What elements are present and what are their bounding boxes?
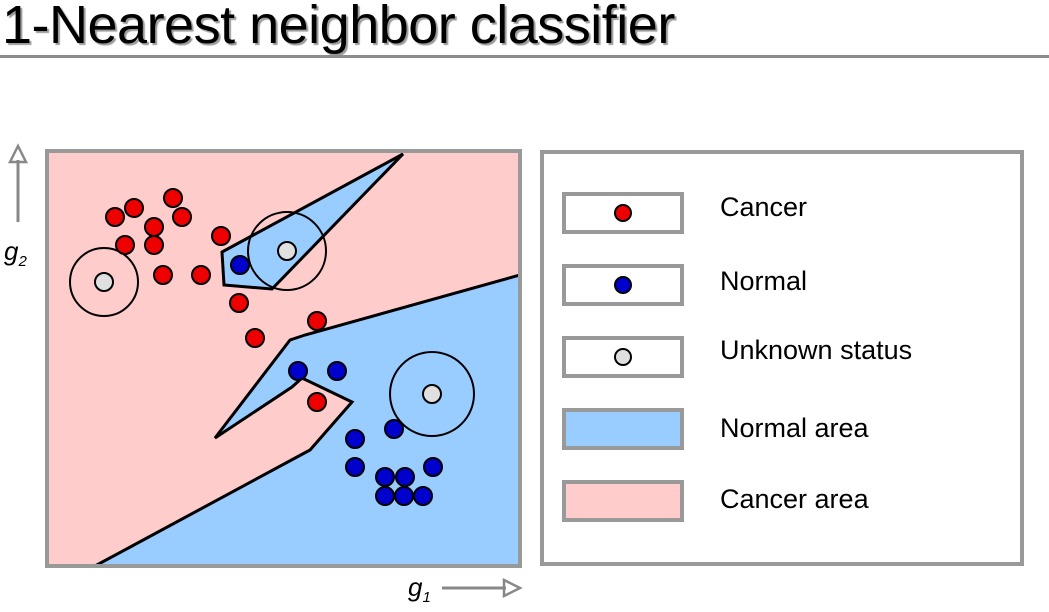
- normal-point: [327, 361, 347, 381]
- legend-key-cancer-area: [562, 480, 684, 522]
- legend-key-normal-area: [562, 408, 684, 450]
- x-axis-arrow: [442, 577, 523, 599]
- normal-points: [230, 255, 443, 506]
- cancer-point: [144, 235, 164, 255]
- cancer-point: [144, 217, 164, 237]
- legend: Cancer Normal Unknown status Normal area…: [540, 150, 1024, 566]
- unknown-dot-icon: [614, 348, 632, 366]
- cancer-point: [172, 207, 192, 227]
- legend-label-normal: Normal: [720, 266, 808, 296]
- normal-point: [230, 255, 250, 275]
- legend-key-cancer: [562, 192, 684, 234]
- legend-label-cancer: Cancer: [720, 192, 808, 222]
- cancer-dot-icon: [614, 204, 632, 222]
- neighborhood-circle: [389, 351, 475, 437]
- normal-point: [413, 486, 433, 506]
- legend-label-unknown: Unknown status: [720, 335, 913, 365]
- cancer-point: [153, 265, 173, 285]
- x-axis-label: g1: [408, 572, 431, 607]
- unknown-point: [94, 272, 114, 292]
- normal-point: [384, 419, 404, 439]
- neighborhood-circle: [69, 247, 139, 317]
- legend-label-cancer-area: Cancer area: [720, 484, 869, 514]
- y-axis-label: g2: [4, 236, 27, 271]
- neighborhood-circles: [69, 211, 475, 437]
- cancer-points: [105, 188, 327, 412]
- normal-point: [375, 486, 395, 506]
- cancer-point: [124, 198, 144, 218]
- unknown-point: [277, 241, 297, 261]
- unknown-points: [94, 241, 442, 404]
- neighborhood-circle: [247, 211, 327, 291]
- cancer-point: [307, 392, 327, 412]
- cancer-point: [191, 265, 211, 285]
- legend-key-normal: [562, 264, 684, 306]
- cancer-point: [115, 235, 135, 255]
- normal-dot-icon: [614, 276, 632, 294]
- normal-point: [395, 467, 415, 487]
- unknown-point: [422, 384, 442, 404]
- normal-point: [375, 467, 395, 487]
- cancer-point: [245, 328, 265, 348]
- normal-point: [394, 486, 414, 506]
- cancer-point: [211, 226, 231, 246]
- legend-label-normal-area: Normal area: [720, 413, 869, 443]
- legend-key-unknown: [562, 336, 684, 378]
- cancer-point: [105, 207, 125, 227]
- normal-point: [345, 429, 365, 449]
- cancer-point: [163, 188, 183, 208]
- title-divider: [0, 55, 1049, 58]
- normal-point: [423, 457, 443, 477]
- plot-frame: [45, 149, 522, 568]
- normal-point: [288, 361, 308, 381]
- cancer-point: [229, 293, 249, 313]
- normal-point: [345, 457, 365, 477]
- cancer-point: [307, 311, 327, 331]
- page-title: 1-Nearest neighbor classifier: [2, 0, 675, 55]
- y-axis-arrow: [7, 143, 29, 222]
